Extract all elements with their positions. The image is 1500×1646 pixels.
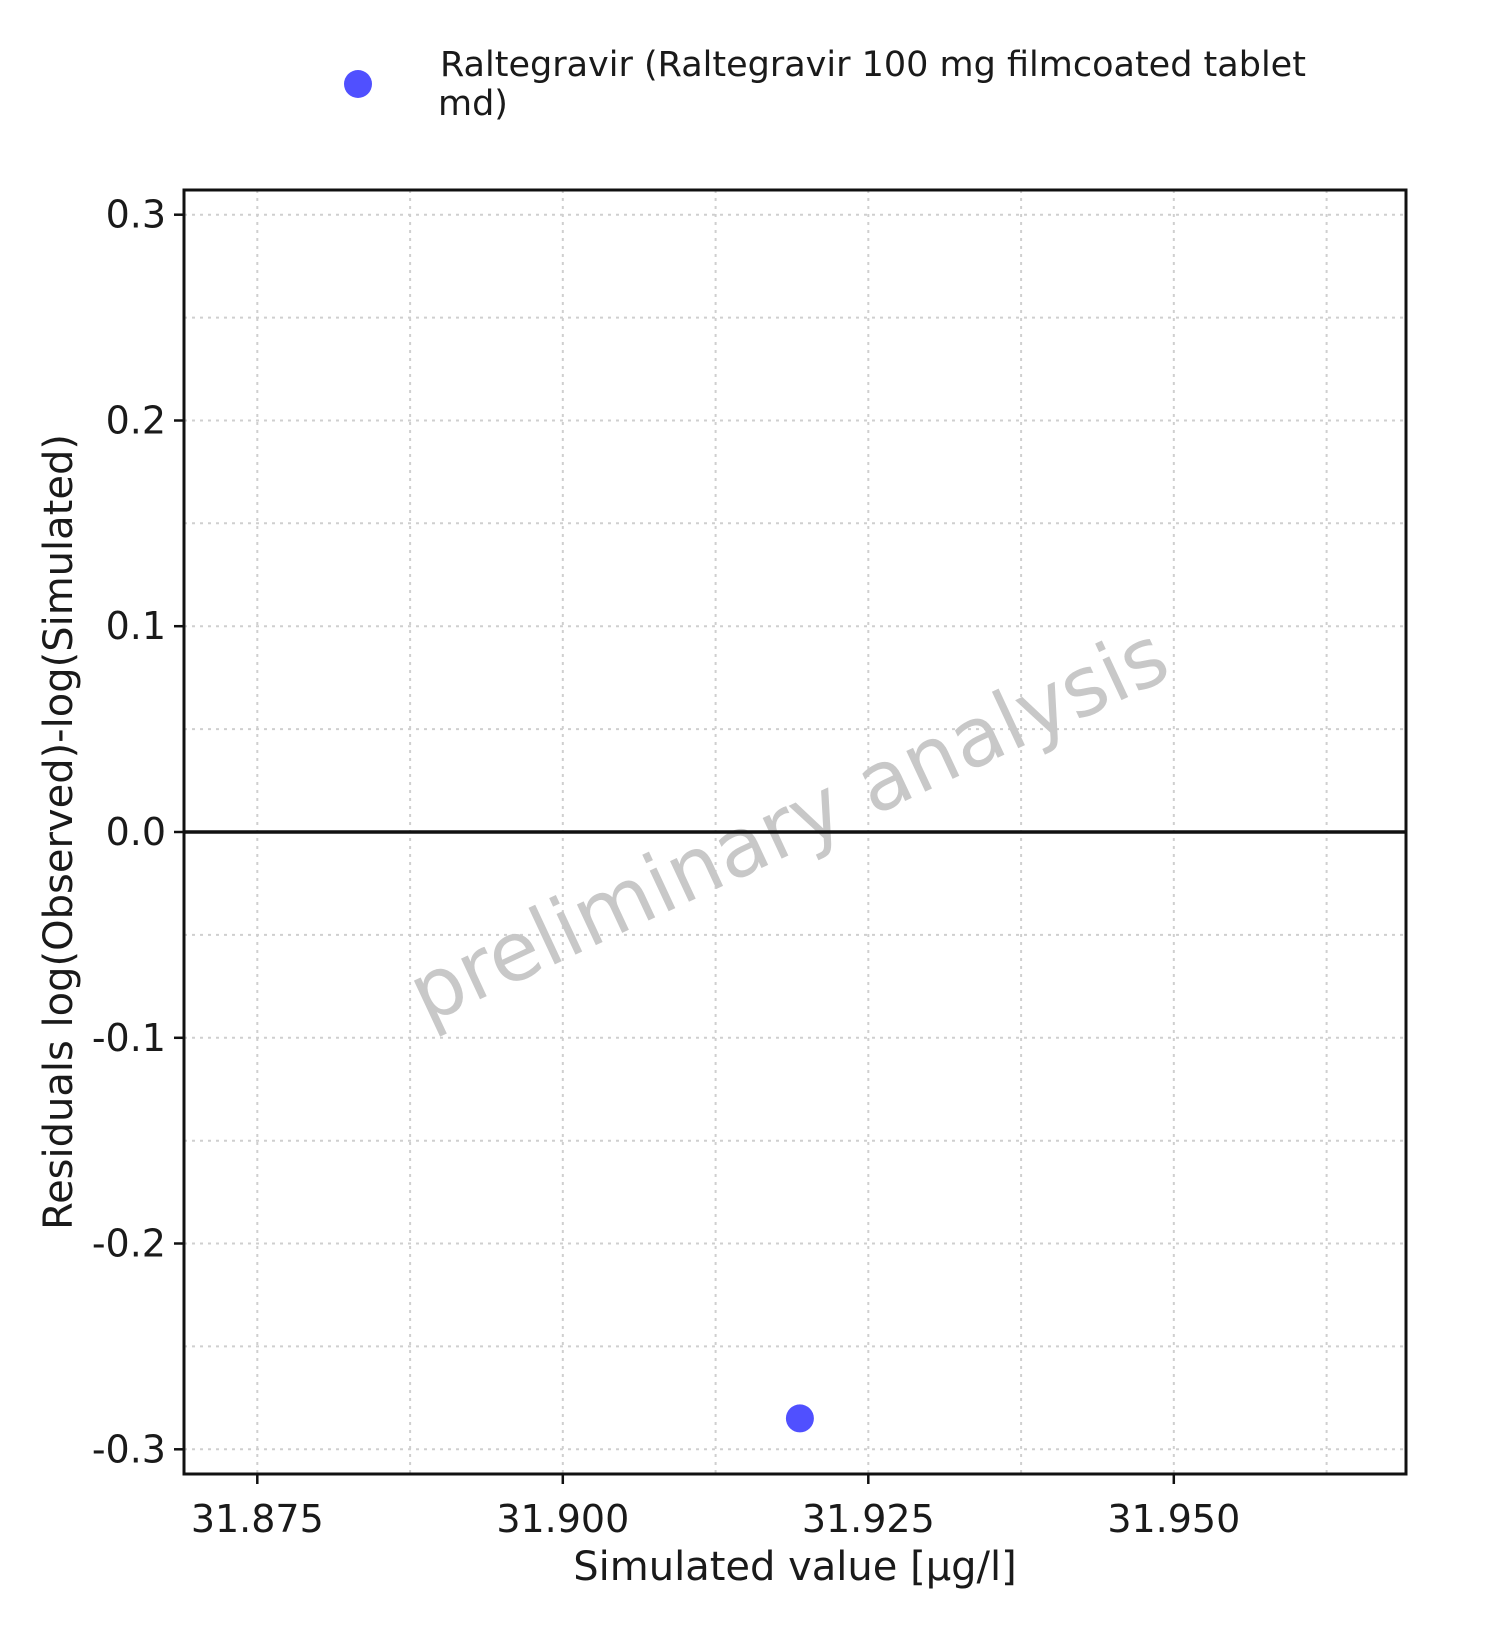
y-tick-label: 0.0	[106, 810, 166, 854]
x-tick-label: 31.925	[802, 1497, 935, 1541]
watermark-text: preliminary analysis	[394, 608, 1182, 1043]
legend-label-line-2: md)	[438, 84, 508, 124]
y-tick-label: 0.3	[106, 193, 166, 237]
legend-marker	[344, 70, 372, 98]
x-axis-title: Simulated value [µg/l]	[573, 1544, 1016, 1590]
x-tick-label: 31.875	[191, 1497, 324, 1541]
y-tick-label: 0.2	[106, 399, 166, 443]
y-axis: -0.3 -0.2 -0.1 0.0 0.1 0.2 0.3	[92, 193, 184, 1471]
y-axis-title: Residuals log(Observed)-log(Simulated)	[36, 434, 82, 1230]
x-tick-label: 31.900	[496, 1497, 629, 1541]
data-point	[785, 1404, 814, 1433]
y-tick-label: -0.1	[92, 1016, 166, 1060]
y-tick-label: -0.2	[92, 1222, 166, 1266]
data-points	[785, 1404, 814, 1433]
legend-label-line-1: Raltegravir (Raltegravir 100 mg filmcoat…	[440, 45, 1306, 85]
legend: Raltegravir (Raltegravir 100 mg filmcoat…	[344, 45, 1306, 124]
y-tick-label: 0.1	[106, 604, 166, 648]
y-tick-label: -0.3	[92, 1427, 166, 1471]
x-tick-label: 31.950	[1107, 1497, 1240, 1541]
watermark-layer: preliminary analysis	[394, 608, 1182, 1043]
x-axis: 31.875 31.900 31.925 31.950	[191, 1474, 1240, 1541]
